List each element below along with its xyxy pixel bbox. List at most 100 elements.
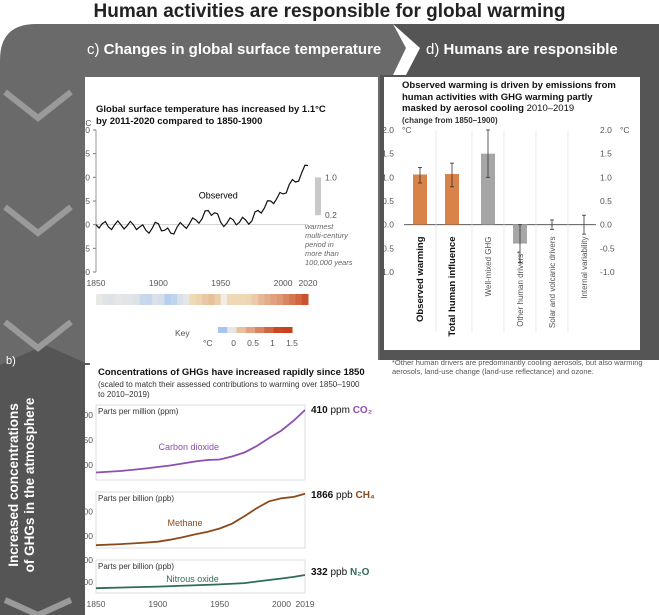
y-unit-left: °C	[402, 125, 412, 135]
n2o-end-label: 332 ppb N₂O	[311, 567, 369, 578]
y-tick-label-left: 0.0	[384, 220, 394, 230]
warmest-period-note-line: more than	[305, 249, 339, 258]
ch4-end-value: 1866	[311, 490, 334, 501]
warming-stripe	[96, 294, 103, 305]
observed-temperature-line	[95, 164, 309, 235]
key-swatch	[273, 327, 284, 333]
warming-stripe	[139, 294, 147, 305]
y-tick-label-right: -1.0	[600, 267, 615, 277]
co2-formula: CO₂	[352, 405, 373, 416]
main-title: Human activities are responsible for glo…	[93, 1, 566, 22]
y-tick-label: 0.0	[85, 220, 90, 230]
x-tick-label: 1850	[87, 278, 106, 288]
attribution-subtitle-text: Observed warming is driven by emissions …	[402, 80, 616, 114]
panel-d-letter: d)	[426, 41, 440, 58]
y-tick-label: 1.0	[85, 172, 90, 182]
y-tick-label-left: 1.0	[384, 172, 394, 182]
n2o-end-unit: ppb	[330, 567, 348, 578]
x-tick-label: 1950	[211, 278, 230, 288]
x-tick-label: 2000	[274, 278, 293, 288]
attribution-subtitle: Observed warming is driven by emissions …	[402, 80, 617, 126]
category-label: Well-mixed GHG	[484, 237, 493, 297]
attribution-subtitle-note: (change from 1850–1900)	[402, 115, 498, 125]
warming-stripe	[258, 294, 265, 305]
warming-stripe	[108, 294, 116, 305]
methane-line	[95, 492, 306, 547]
n2o-formula: N₂O	[349, 567, 370, 578]
key-swatch	[245, 327, 256, 333]
temperature-chart: -1.0-0.50.00.51.01.52.0°C185019001950200…	[85, 120, 353, 348]
key-swatch	[227, 327, 237, 333]
x-tick-label: 1900	[148, 599, 167, 609]
warming-stripe	[226, 294, 234, 305]
warming-stripe	[245, 294, 253, 305]
warming-stripe	[145, 294, 153, 305]
co2-end-value: 410	[311, 405, 328, 416]
warming-stripe	[189, 294, 197, 305]
warming-stripe	[239, 294, 247, 305]
key-swatch	[282, 327, 293, 333]
warming-stripe	[289, 294, 297, 305]
warming-stripe	[208, 294, 215, 305]
carbon-dioxide-y-tick: 300	[85, 460, 93, 470]
methane-series-label: Methane	[168, 518, 203, 528]
key-label: Key	[175, 328, 190, 338]
bar	[481, 153, 495, 225]
y-tick-label: 0.5	[85, 196, 90, 206]
warming-stripe	[276, 294, 284, 305]
y-tick-label-right: 2.0	[600, 125, 612, 135]
y-tick-label: -0.5	[85, 243, 90, 253]
attribution-chart: -1.0 -1.0 -0.5 -0.5 0.0 0.0 0.5 0.5 1.0 1.0 1.5 1.5…	[384, 125, 630, 337]
methane-unit-label: Parts per billion (ppb)	[98, 494, 174, 503]
category-label: Solar and volcanic drivers	[548, 237, 557, 329]
y-tick-label-left: 2.0	[384, 125, 394, 135]
warming-stripe	[301, 294, 309, 305]
panel-c	[85, 77, 378, 363]
carbon-dioxide-y-tick: 400	[85, 410, 93, 420]
warming-stripe	[158, 294, 166, 305]
ch4-formula: CH₄	[355, 490, 375, 501]
temperature-subtitle: Global surface temperature has increased…	[96, 104, 326, 127]
key-swatch	[264, 327, 274, 333]
category-label: Observed warming	[415, 236, 426, 322]
category-label: Internal variability	[580, 237, 589, 299]
category-label: Total human influence	[447, 237, 458, 337]
y-tick-label: -1.0	[85, 267, 90, 277]
key-swatch	[255, 327, 265, 333]
bar	[445, 174, 459, 225]
warming-stripe	[251, 294, 259, 305]
methane-y-tick: 1000	[85, 531, 93, 541]
nitrous-oxide-series-label: Nitrous oxide	[166, 574, 219, 584]
warmest-period-note-line: 100,000 years	[305, 258, 353, 267]
warming-stripe	[195, 294, 203, 305]
key-tick-label: 1	[270, 338, 275, 348]
nitrous-oxide-line	[95, 574, 306, 590]
methane-y-tick: 1500	[85, 506, 93, 516]
panel-c-letter: c)	[87, 41, 100, 58]
y-tick-label-left: -0.5	[384, 243, 394, 253]
y-unit-right: °C	[620, 125, 630, 135]
warmest-period-note-line: multi-century	[305, 231, 349, 240]
panel-c-header: c) Changes in global surface temperature	[87, 41, 381, 58]
key-tick-label: 1.5	[286, 338, 298, 348]
y-tick-label-right: 1.0	[600, 172, 612, 182]
ghg-subtitle-note: (scaled to match their assessed contribu…	[98, 380, 360, 399]
warming-stripe	[233, 294, 240, 305]
x-tick-label: 1900	[149, 278, 168, 288]
x-tick-label: 1850	[87, 599, 106, 609]
y-tick-label: 2.0	[85, 125, 90, 135]
warming-stripe	[220, 294, 228, 305]
warming-stripe	[214, 294, 222, 305]
warming-stripe	[133, 294, 141, 305]
key-swatch	[218, 327, 228, 333]
carbon-dioxide-line	[95, 409, 306, 474]
y-tick-label-right: 0.5	[600, 196, 612, 206]
key-tick-label: 0.5	[247, 338, 259, 348]
carbon-dioxide-y-tick: 350	[85, 435, 93, 445]
side-label-line2: of GHGs in the atmosphere	[22, 397, 37, 573]
ghg-subtitle: Concentrations of GHGs have increased ra…	[98, 367, 365, 378]
category-label: Other human drivers*	[516, 251, 525, 327]
observed-series-label: Observed	[199, 191, 238, 201]
panel-d-title: Humans are responsible	[443, 41, 618, 58]
warming-stripe	[264, 294, 272, 305]
